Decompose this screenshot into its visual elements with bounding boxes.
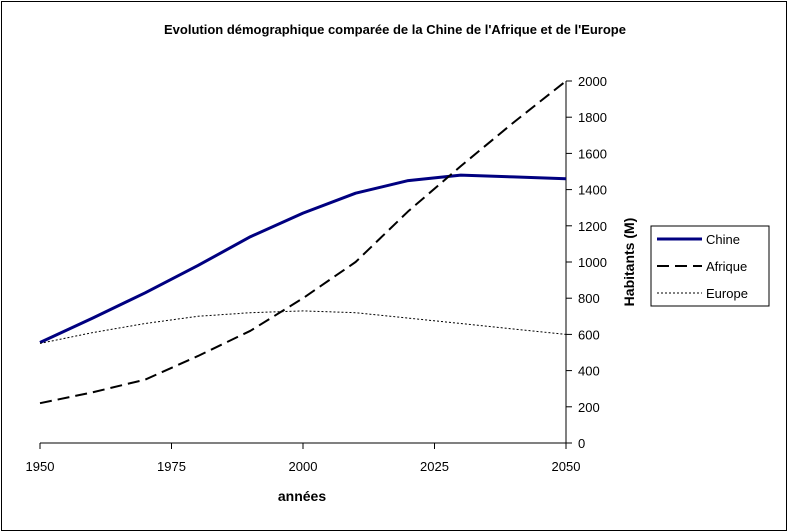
legend-label-afrique: Afrique <box>706 259 747 274</box>
y-axis-ticks: 0 200 400 600 800 1000 1200 1400 1600 1800 2000 <box>566 74 607 451</box>
x-tick-label: 2000 <box>289 459 318 474</box>
x-axis-label: années <box>278 488 326 504</box>
chart-title: Evolution démographique comparée de la C… <box>164 22 626 37</box>
y-tick-label: 800 <box>578 291 600 306</box>
y-tick-label: 1800 <box>578 110 607 125</box>
x-axis-ticks: 1950 1975 2000 2025 2050 <box>26 443 581 474</box>
series-line-europe <box>39 310 567 344</box>
x-tick-label: 1975 <box>157 459 186 474</box>
y-tick-label: 200 <box>578 400 600 415</box>
y-tick-label: 600 <box>578 327 600 342</box>
series-line-chine <box>39 173 567 344</box>
x-tick-label: 1950 <box>26 459 55 474</box>
legend-label-europe: Europe <box>706 286 748 301</box>
y-tick-label: 2000 <box>578 74 607 89</box>
x-tick-label: 2025 <box>420 459 449 474</box>
series-layer <box>39 80 567 405</box>
y-tick-label: 1000 <box>578 255 607 270</box>
y-tick-label: 0 <box>578 436 585 451</box>
legend-items: Chine Afrique Europe <box>657 232 748 301</box>
y-tick-label: 1400 <box>578 183 607 198</box>
y-tick-label: 1600 <box>578 146 607 161</box>
y-axis-label: Habitants (M) <box>621 218 637 307</box>
legend-label-chine: Chine <box>706 232 740 247</box>
y-tick-label: 1200 <box>578 219 607 234</box>
series-line-afrique <box>39 80 567 405</box>
legend: Chine Afrique Europe <box>650 225 770 307</box>
x-tick-label: 2050 <box>552 459 581 474</box>
y-tick-label: 400 <box>578 364 600 379</box>
